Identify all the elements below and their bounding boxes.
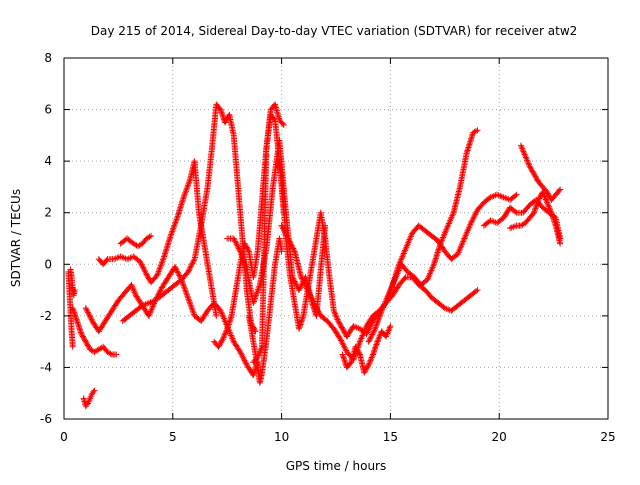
series-track-12 (250, 101, 287, 366)
data-point (219, 336, 226, 343)
data-marker-trail (508, 190, 563, 246)
data-point (91, 387, 98, 394)
data-points (65, 101, 564, 410)
series-track-11 (245, 235, 285, 386)
data-point (252, 328, 259, 335)
x-tick-label: 10 (274, 430, 289, 444)
data-marker-trail (251, 102, 286, 364)
data-marker-trail (246, 237, 285, 385)
data-point (296, 287, 303, 294)
x-tick-label: 15 (383, 430, 398, 444)
x-tick-label: 25 (600, 430, 615, 444)
series-track-2 (67, 266, 78, 299)
x-tick-label: 20 (492, 430, 507, 444)
y-tick-label: 2 (44, 206, 52, 220)
data-point (369, 351, 376, 358)
series-track-19 (507, 189, 564, 247)
data-point (365, 361, 372, 368)
data-point (82, 305, 89, 312)
data-point (387, 323, 394, 330)
data-marker-trail (96, 159, 219, 318)
data-point (143, 271, 150, 278)
y-tick-label: 0 (44, 257, 52, 271)
series-track-4 (80, 387, 98, 410)
data-marker-trail (518, 144, 562, 202)
data-marker-trail (118, 233, 153, 249)
x-tick-label: 5 (169, 430, 177, 444)
data-marker-trail (83, 265, 261, 377)
data-marker-trail (70, 306, 118, 358)
plot-frame (63, 57, 609, 420)
data-marker-trail (67, 268, 78, 297)
series-track-15 (339, 323, 394, 376)
y-tick-label: 6 (44, 103, 52, 117)
y-tick-label: -6 (40, 412, 52, 426)
data-point (311, 299, 318, 306)
data-point (365, 338, 372, 345)
data-marker-trail (340, 324, 393, 375)
data-point (531, 171, 538, 178)
x-tick-label: 0 (60, 430, 68, 444)
series-track-20 (517, 142, 564, 203)
data-point (78, 330, 85, 337)
chart-title: Day 215 of 2014, Sidereal Day-to-day VTE… (91, 24, 578, 38)
data-marker-trail (366, 128, 479, 344)
data-marker-trail (81, 388, 97, 408)
data-point (285, 235, 292, 242)
data-point (304, 287, 311, 294)
series-track-17 (365, 127, 481, 345)
y-tick-label: -2 (40, 309, 52, 323)
axis-ticks: 0 5 10 15 20 25 -6 -4 -2 0 2 4 6 8 (40, 51, 616, 444)
x-axis-label: GPS time / hours (286, 459, 387, 473)
y-tick-label: 4 (44, 154, 52, 168)
y-tick-label: -4 (40, 360, 52, 374)
y-axis-label: SDTVAR / TECUs (9, 189, 23, 287)
series-track-3 (69, 305, 120, 358)
data-point (339, 325, 346, 332)
series-track-6 (95, 158, 220, 319)
y-tick-label: 8 (44, 51, 52, 65)
data-point (517, 142, 524, 149)
data-point (222, 119, 229, 126)
series-track-7 (117, 232, 155, 250)
data-point (82, 338, 89, 345)
data-marker-trail (274, 159, 350, 339)
